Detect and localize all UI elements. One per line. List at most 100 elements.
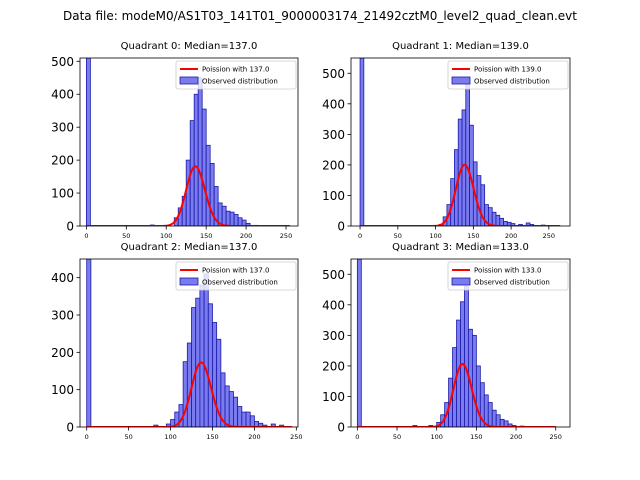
histogram-bar <box>499 217 504 226</box>
histogram-bar <box>229 211 235 226</box>
y-tick-label: 100 <box>322 390 345 404</box>
histogram-bar <box>249 415 255 427</box>
subplot-3: Quadrant 3: Median=133.0 0 50 100 150 200 250 0… <box>322 242 571 441</box>
histogram-bar <box>221 205 227 226</box>
y-tick-label: 500 <box>322 67 345 81</box>
histogram-bar <box>193 93 199 226</box>
y-tick-label: 300 <box>51 309 74 323</box>
subplot-title: Quadrant 1: Median=139.0 <box>392 41 529 52</box>
y-tick-label: 400 <box>322 97 345 111</box>
legend-label: Observed distribution <box>202 78 278 86</box>
histogram-bar <box>233 214 239 226</box>
x-tick-label: 250 <box>280 232 292 240</box>
x-tick-label: 50 <box>124 433 132 441</box>
y-tick-label: 0 <box>66 220 74 234</box>
histogram-bar <box>472 334 477 427</box>
legend-box <box>447 60 569 90</box>
x-tick-label: 0 <box>355 433 359 441</box>
legend-label: Observed distribution <box>474 279 550 287</box>
legend-box <box>175 60 297 90</box>
histogram-bar <box>201 108 207 226</box>
legend-bar-swatch <box>451 76 471 85</box>
legend-box <box>447 261 569 291</box>
y-tick-label: 200 <box>322 158 345 172</box>
histogram-bar <box>224 385 230 427</box>
histogram-bar <box>495 214 501 226</box>
y-tick-label: 200 <box>322 359 345 373</box>
histogram-bar <box>85 58 91 226</box>
histogram-bar <box>199 284 205 427</box>
y-tick-label: 300 <box>322 128 345 142</box>
x-tick-label: 0 <box>358 232 362 240</box>
x-tick-label: 50 <box>394 232 402 240</box>
y-tick-label: 0 <box>337 421 345 435</box>
y-tick-label: 0 <box>66 421 74 435</box>
y-tick-label: 100 <box>51 187 74 201</box>
y-tick-label: 100 <box>51 383 74 397</box>
histogram-bar <box>233 396 239 427</box>
x-tick-label: 50 <box>393 433 401 441</box>
histogram-bar <box>228 391 234 427</box>
x-tick-label: 100 <box>160 232 172 240</box>
histogram-bar <box>491 409 497 427</box>
histogram-bar <box>475 365 481 427</box>
histogram-bar <box>464 286 469 427</box>
x-tick-label: 250 <box>550 433 562 441</box>
axes-frame <box>79 258 299 428</box>
subplot-0: Quadrant 0: Median=137.0 0 50 100 150 200 250 0… <box>51 41 299 240</box>
x-tick-label: 0 <box>85 433 89 441</box>
x-tick-label: 200 <box>240 232 252 240</box>
legend-label: Poission with 133.0 <box>474 267 542 275</box>
x-tick-label: 150 <box>200 232 212 240</box>
poisson-curve <box>357 363 556 427</box>
x-tick-label: 100 <box>164 433 176 441</box>
x-tick-label: 200 <box>505 232 517 240</box>
histogram-bar <box>225 210 231 226</box>
histogram-bar <box>245 411 251 427</box>
histogram-bar <box>356 259 362 427</box>
axes-frame <box>79 57 299 227</box>
x-tick-label: 200 <box>248 433 260 441</box>
y-tick-label: 0 <box>337 220 345 234</box>
histogram-bars <box>85 58 259 226</box>
legend-label: Observed distribution <box>202 279 278 287</box>
legend-label: Poission with 139.0 <box>474 66 542 74</box>
histogram-bar <box>359 58 365 226</box>
legend-label: Observed distribution <box>474 78 550 86</box>
subplot-title: Quadrant 3: Median=133.0 <box>392 242 529 253</box>
legend-label: Poission with 137.0 <box>202 267 270 275</box>
histogram-bar <box>186 342 192 427</box>
x-tick-label: 150 <box>467 232 479 240</box>
poisson-curve <box>86 165 291 226</box>
legend-box <box>175 261 297 291</box>
y-tick-label: 400 <box>322 298 345 312</box>
x-tick-label: 150 <box>206 433 218 441</box>
legend-bar-swatch <box>451 277 471 286</box>
y-tick-label: 200 <box>51 154 74 168</box>
x-tick-label: 50 <box>122 232 130 240</box>
histogram-bar <box>499 418 505 427</box>
y-tick-label: 500 <box>322 268 345 282</box>
y-tick-label: 400 <box>51 88 74 102</box>
subplot-2: Quadrant 2: Median=137.0 0 50 100 150 200 250 0… <box>51 242 302 441</box>
axes-frame <box>350 57 571 227</box>
y-tick-label: 200 <box>51 346 74 360</box>
x-tick-label: 250 <box>543 232 555 240</box>
histogram-bar <box>185 159 191 226</box>
poisson-curve <box>360 163 561 226</box>
axes-frame <box>350 258 571 428</box>
legend-bar-swatch <box>179 277 199 286</box>
x-tick-label: 250 <box>290 433 302 441</box>
histogram-bar <box>207 303 213 427</box>
x-tick-label: 100 <box>430 433 442 441</box>
histogram-bar <box>182 361 188 427</box>
y-tick-label: 300 <box>51 121 74 135</box>
y-tick-label: 300 <box>322 329 345 343</box>
histogram-bar <box>86 259 92 427</box>
legend-label: Poission with 137.0 <box>202 66 270 74</box>
legend: Poission with 137.0 Observed distribution <box>175 261 297 291</box>
histogram-bar <box>203 273 209 427</box>
subplot-title: Quadrant 2: Median=137.0 <box>121 242 258 253</box>
x-tick-label: 0 <box>84 232 88 240</box>
